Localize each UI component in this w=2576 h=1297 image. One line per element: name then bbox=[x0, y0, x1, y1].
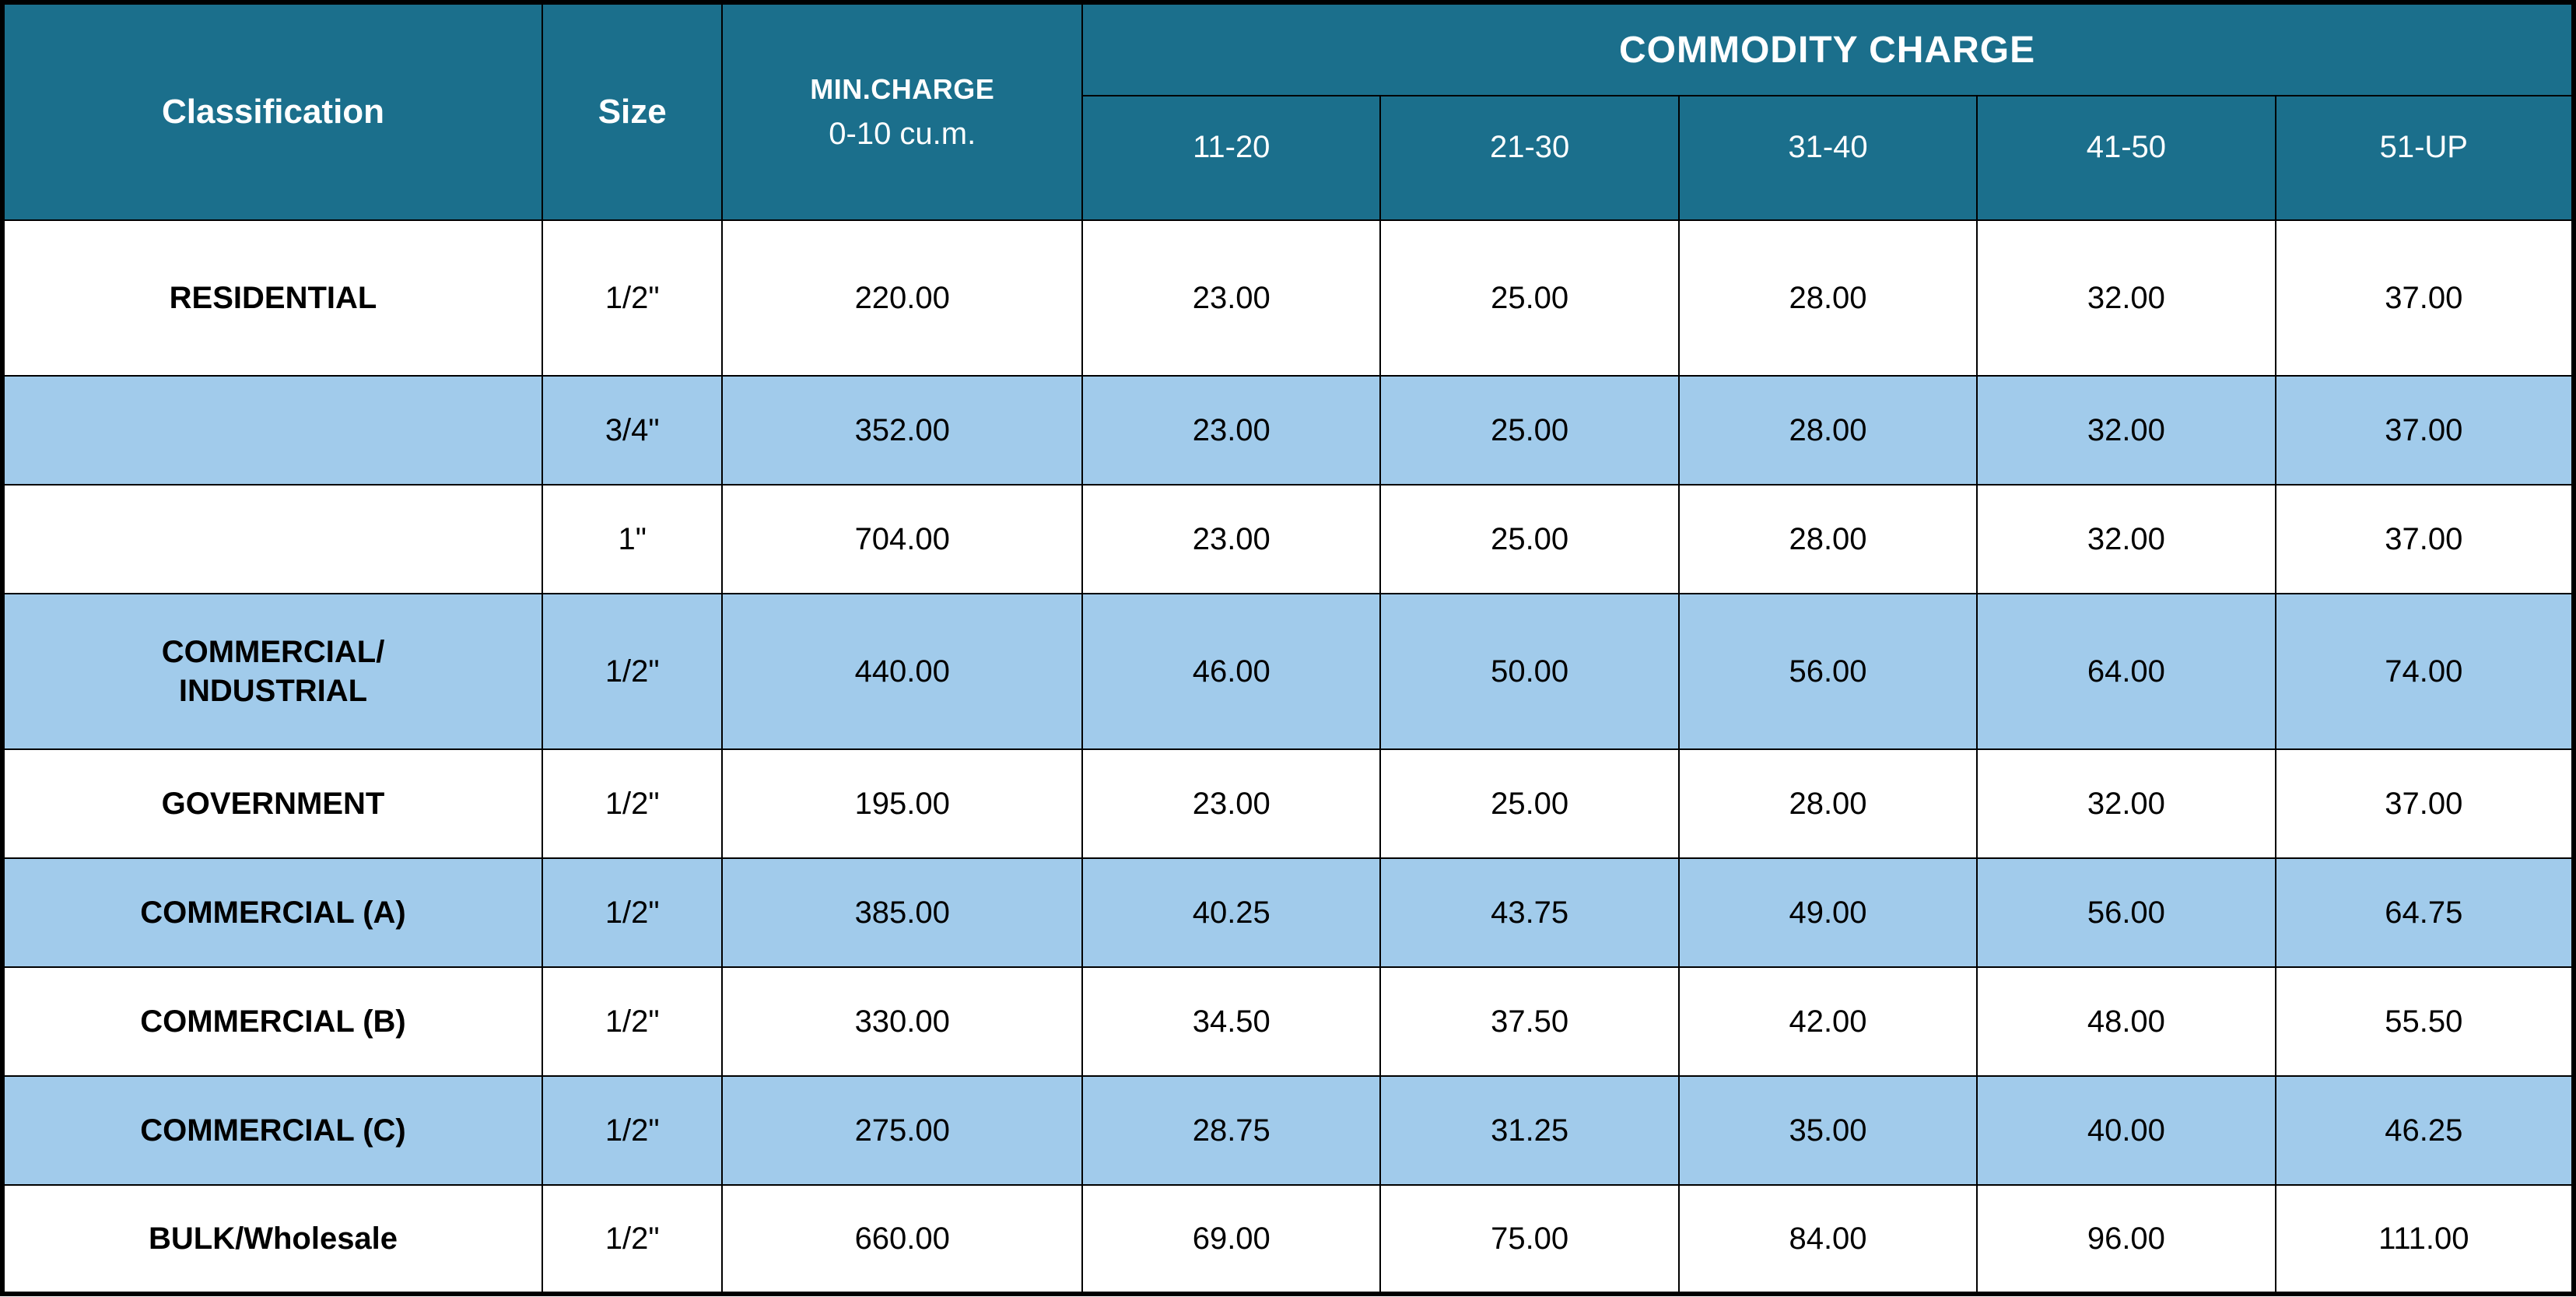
min-charge-cell: 220.00 bbox=[722, 220, 1082, 376]
commodity-cell: 35.00 bbox=[1679, 1076, 1977, 1185]
commodity-cell: 64.75 bbox=[2276, 858, 2574, 967]
min-charge-cell: 330.00 bbox=[722, 967, 1082, 1076]
min-charge-cell: 440.00 bbox=[722, 594, 1082, 749]
classification-cell: BULK/Wholesale bbox=[2, 1185, 542, 1294]
classification-cell: COMMERCIAL (B) bbox=[2, 967, 542, 1076]
commodity-cell: 25.00 bbox=[1380, 220, 1678, 376]
commodity-cell: 48.00 bbox=[1977, 967, 2275, 1076]
commodity-cell: 37.00 bbox=[2276, 220, 2574, 376]
header-size: Size bbox=[542, 2, 722, 220]
commodity-cell: 25.00 bbox=[1380, 749, 1678, 858]
commodity-cell: 28.00 bbox=[1679, 749, 1977, 858]
commodity-cell: 23.00 bbox=[1082, 485, 1380, 594]
water-rate-table: Classification Size MIN.CHARGE 0-10 cu.m… bbox=[0, 0, 2576, 1296]
commodity-cell: 43.75 bbox=[1380, 858, 1678, 967]
table-row: BULK/Wholesale1/2"660.0069.0075.0084.009… bbox=[2, 1185, 2574, 1294]
size-cell: 1/2" bbox=[542, 967, 722, 1076]
commodity-cell: 75.00 bbox=[1380, 1185, 1678, 1294]
size-cell: 1/2" bbox=[542, 749, 722, 858]
commodity-cell: 37.00 bbox=[2276, 376, 2574, 485]
header-range-4: 51-UP bbox=[2276, 96, 2574, 220]
commodity-cell: 96.00 bbox=[1977, 1185, 2275, 1294]
min-charge-cell: 275.00 bbox=[722, 1076, 1082, 1185]
commodity-cell: 28.00 bbox=[1679, 220, 1977, 376]
commodity-cell: 31.25 bbox=[1380, 1076, 1678, 1185]
commodity-cell: 23.00 bbox=[1082, 220, 1380, 376]
table-row: COMMERCIAL/INDUSTRIAL1/2"440.0046.0050.0… bbox=[2, 594, 2574, 749]
header-classification: Classification bbox=[2, 2, 542, 220]
commodity-cell: 28.00 bbox=[1679, 485, 1977, 594]
commodity-cell: 69.00 bbox=[1082, 1185, 1380, 1294]
classification-cell: COMMERCIAL (C) bbox=[2, 1076, 542, 1185]
size-cell: 1" bbox=[542, 485, 722, 594]
header-min-charge: MIN.CHARGE 0-10 cu.m. bbox=[722, 2, 1082, 220]
commodity-cell: 32.00 bbox=[1977, 485, 2275, 594]
commodity-cell: 42.00 bbox=[1679, 967, 1977, 1076]
size-cell: 1/2" bbox=[542, 1185, 722, 1294]
table-row: COMMERCIAL (A)1/2"385.0040.2543.7549.005… bbox=[2, 858, 2574, 967]
commodity-cell: 37.00 bbox=[2276, 749, 2574, 858]
size-cell: 1/2" bbox=[542, 220, 722, 376]
commodity-cell: 40.25 bbox=[1082, 858, 1380, 967]
table-body: RESIDENTIAL1/2"220.0023.0025.0028.0032.0… bbox=[2, 220, 2574, 1294]
commodity-cell: 34.50 bbox=[1082, 967, 1380, 1076]
commodity-cell: 23.00 bbox=[1082, 376, 1380, 485]
table-row: COMMERCIAL (B)1/2"330.0034.5037.5042.004… bbox=[2, 967, 2574, 1076]
classification-cell bbox=[2, 376, 542, 485]
commodity-cell: 50.00 bbox=[1380, 594, 1678, 749]
table-row: 1"704.0023.0025.0028.0032.0037.00 bbox=[2, 485, 2574, 594]
classification-cell: COMMERCIAL (A) bbox=[2, 858, 542, 967]
size-cell: 1/2" bbox=[542, 594, 722, 749]
table-row: GOVERNMENT1/2"195.0023.0025.0028.0032.00… bbox=[2, 749, 2574, 858]
min-charge-cell: 385.00 bbox=[722, 858, 1082, 967]
commodity-cell: 32.00 bbox=[1977, 749, 2275, 858]
commodity-cell: 40.00 bbox=[1977, 1076, 2275, 1185]
commodity-cell: 49.00 bbox=[1679, 858, 1977, 967]
commodity-cell: 46.00 bbox=[1082, 594, 1380, 749]
table-row: 3/4"352.0023.0025.0028.0032.0037.00 bbox=[2, 376, 2574, 485]
size-cell: 1/2" bbox=[542, 858, 722, 967]
header-range-3: 41-50 bbox=[1977, 96, 2275, 220]
table-header: Classification Size MIN.CHARGE 0-10 cu.m… bbox=[2, 2, 2574, 220]
classification-cell: RESIDENTIAL bbox=[2, 220, 542, 376]
header-range-2: 31-40 bbox=[1679, 96, 1977, 220]
commodity-cell: 23.00 bbox=[1082, 749, 1380, 858]
commodity-cell: 28.75 bbox=[1082, 1076, 1380, 1185]
commodity-cell: 37.50 bbox=[1380, 967, 1678, 1076]
header-min-charge-line1: MIN.CHARGE bbox=[810, 73, 994, 106]
table-row: RESIDENTIAL1/2"220.0023.0025.0028.0032.0… bbox=[2, 220, 2574, 376]
commodity-cell: 56.00 bbox=[1679, 594, 1977, 749]
classification-cell: COMMERCIAL/INDUSTRIAL bbox=[2, 594, 542, 749]
commodity-cell: 25.00 bbox=[1380, 485, 1678, 594]
classification-cell bbox=[2, 485, 542, 594]
commodity-cell: 111.00 bbox=[2276, 1185, 2574, 1294]
header-commodity-title: COMMODITY CHARGE bbox=[1082, 2, 2574, 96]
commodity-cell: 37.00 bbox=[2276, 485, 2574, 594]
commodity-cell: 46.25 bbox=[2276, 1076, 2574, 1185]
size-cell: 1/2" bbox=[542, 1076, 722, 1185]
commodity-cell: 28.00 bbox=[1679, 376, 1977, 485]
classification-cell: GOVERNMENT bbox=[2, 749, 542, 858]
min-charge-cell: 660.00 bbox=[722, 1185, 1082, 1294]
min-charge-cell: 195.00 bbox=[722, 749, 1082, 858]
table-row: COMMERCIAL (C)1/2"275.0028.7531.2535.004… bbox=[2, 1076, 2574, 1185]
commodity-cell: 32.00 bbox=[1977, 220, 2275, 376]
commodity-cell: 55.50 bbox=[2276, 967, 2574, 1076]
header-min-charge-line2: 0-10 cu.m. bbox=[829, 117, 976, 152]
min-charge-cell: 704.00 bbox=[722, 485, 1082, 594]
commodity-cell: 56.00 bbox=[1977, 858, 2275, 967]
commodity-cell: 32.00 bbox=[1977, 376, 2275, 485]
size-cell: 3/4" bbox=[542, 376, 722, 485]
commodity-cell: 25.00 bbox=[1380, 376, 1678, 485]
commodity-cell: 84.00 bbox=[1679, 1185, 1977, 1294]
header-range-1: 21-30 bbox=[1380, 96, 1678, 220]
commodity-cell: 74.00 bbox=[2276, 594, 2574, 749]
commodity-cell: 64.00 bbox=[1977, 594, 2275, 749]
header-range-0: 11-20 bbox=[1082, 96, 1380, 220]
min-charge-cell: 352.00 bbox=[722, 376, 1082, 485]
